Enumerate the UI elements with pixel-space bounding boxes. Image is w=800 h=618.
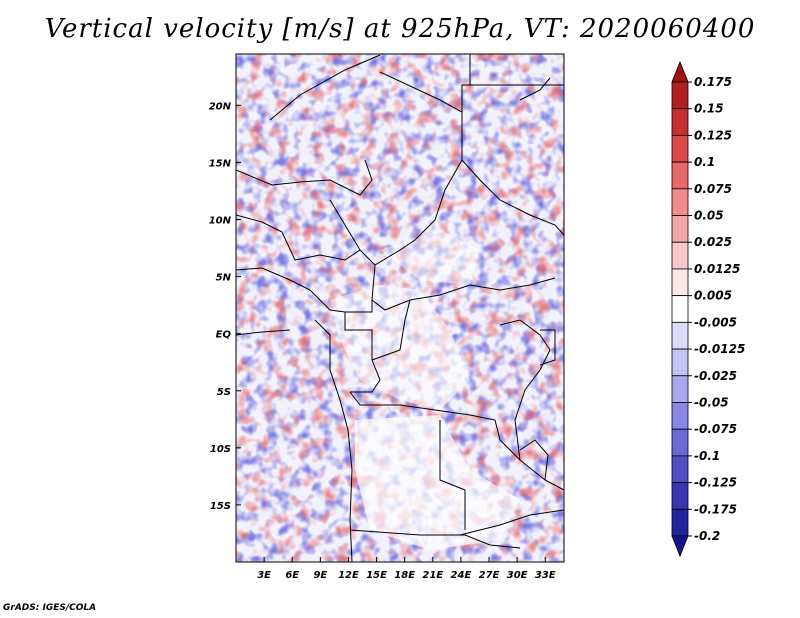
x-tick-label: 3E (257, 570, 271, 581)
map-plot-area: 3E 6E 9E 12E 15E 18E 21E 24E 27E 30E 33E 20N 15N 10N… (209, 53, 565, 581)
y-tick-label: 5N (216, 273, 232, 284)
colorbar-swatch (671, 535, 689, 558)
x-tick-label: 21E (422, 570, 443, 581)
colorbar-swatch (671, 60, 689, 83)
map-frame (235, 53, 565, 563)
x-tick-label: 24E (451, 570, 472, 581)
y-tick-label: 10S (210, 444, 231, 455)
colorbar-swatch (671, 321, 689, 350)
x-tick-label: 6E (285, 570, 299, 581)
colorbar-swatch (671, 482, 689, 510)
colorbar-label: 0.175 (694, 75, 732, 89)
y-tick-label: 5S (217, 387, 231, 398)
colorbar-label: 0.125 (694, 128, 732, 142)
x-axis: 3E 6E 9E 12E 15E 18E 21E 24E 27E 30E 33E (257, 557, 556, 581)
colorbar-label: 0.075 (694, 182, 732, 196)
colorbar-swatch (671, 295, 689, 323)
boundary-lines (236, 54, 564, 562)
colorbar-swatch (671, 161, 689, 190)
colorbar-label: 0.15 (694, 102, 724, 116)
colorbar-swatch (671, 455, 689, 483)
y-axis: 20N 15N 10N 5N EQ 5S 10S 15S (209, 101, 241, 512)
colorbar-label: -0.075 (694, 422, 737, 436)
colorbar-swatch (671, 135, 689, 163)
x-tick-label: 12E (338, 570, 359, 581)
x-tick-label: 30E (507, 570, 528, 581)
colorbar-label: -0.2 (694, 529, 720, 543)
colorbar-swatch (671, 348, 689, 377)
y-tick-label: 15S (210, 501, 231, 512)
colorbar-swatch (671, 508, 689, 537)
colorbar-swatch (671, 81, 689, 110)
colorbar-label: 0.1 (694, 155, 715, 169)
colorbar-swatch (671, 268, 689, 297)
y-tick-label: 15N (209, 158, 232, 169)
x-tick-label: 33E (535, 570, 556, 581)
colorbar: 0.175 0.15 0.125 0.1 0.075 0.05 0.025 0.0125 0.0… (671, 60, 745, 558)
colorbar-label: 0.0125 (694, 262, 740, 276)
chart-title: Vertical velocity [m/s] at 925hPa, VT: 2… (44, 14, 756, 44)
x-tick-label: 27E (479, 570, 500, 581)
colorbar-label: -0.125 (694, 476, 737, 490)
colorbar-label: -0.05 (694, 395, 729, 409)
colorbar-label: 0.005 (694, 289, 732, 303)
x-tick-label: 18E (394, 570, 415, 581)
y-tick-label: 20N (209, 101, 232, 112)
colorbar-label: -0.175 (694, 502, 737, 516)
grads-credit: GrADS: IGES/COLA (3, 603, 97, 613)
colorbar-label: 0.025 (694, 235, 732, 249)
colorbar-swatch (671, 375, 689, 403)
colorbar-label: -0.025 (694, 369, 737, 383)
colorbar-swatch (671, 428, 689, 457)
colorbar-swatch (671, 108, 689, 136)
velocity-field (236, 54, 564, 562)
y-tick-label: 10N (209, 216, 232, 227)
colorbar-swatch (671, 402, 689, 430)
colorbar-swatch (671, 188, 689, 216)
x-tick-label: 9E (313, 570, 327, 581)
colorbar-label: 0.05 (694, 209, 724, 223)
colorbar-label: -0.1 (694, 449, 720, 463)
y-tick-label: EQ (216, 330, 232, 341)
colorbar-swatch (671, 241, 689, 270)
x-tick-label: 15E (366, 570, 387, 581)
colorbar-label: -0.0125 (694, 342, 745, 356)
colorbar-label: -0.005 (694, 315, 737, 329)
colorbar-swatch (671, 215, 689, 243)
